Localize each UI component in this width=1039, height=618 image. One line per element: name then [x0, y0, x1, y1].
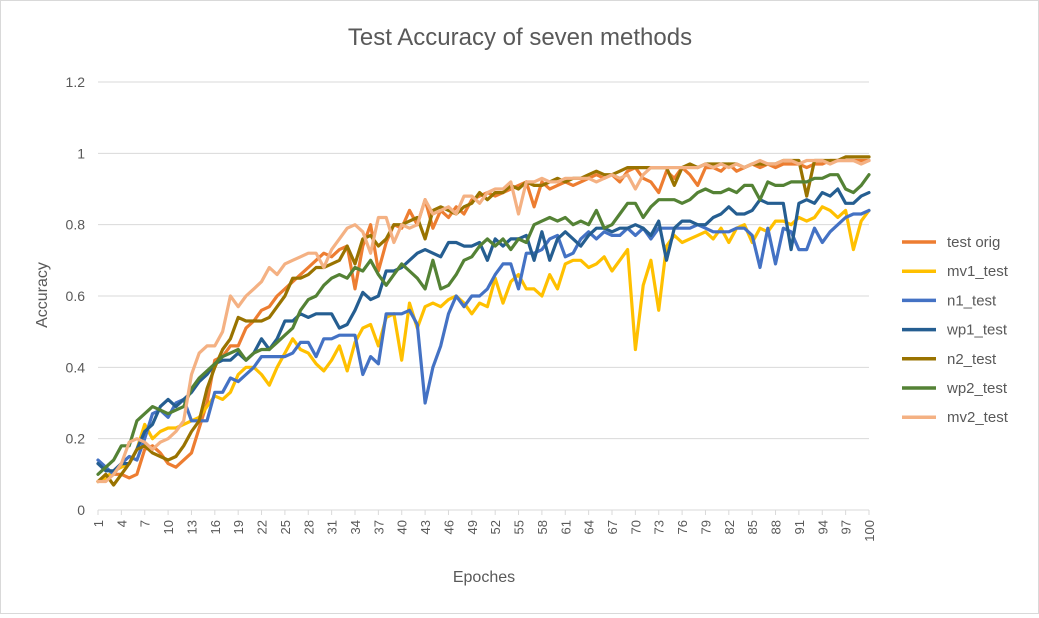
y-tick-label: 0.8: [66, 217, 86, 233]
y-axis-title: Accuracy: [34, 262, 51, 328]
x-tick-label: 25: [278, 520, 293, 534]
legend-label: n1_test: [947, 292, 997, 309]
series-lines: [96, 155, 871, 487]
x-tick-label: 64: [582, 520, 597, 534]
x-tick-label: 55: [512, 520, 527, 534]
chart-title: Test Accuracy of seven methods: [348, 24, 692, 51]
legend-label: test orig: [947, 234, 1000, 251]
series-line-wp2-test: [96, 173, 871, 476]
x-tick-label: 73: [652, 520, 667, 534]
y-tick-label: 0.4: [66, 359, 86, 375]
x-tick-label: 1: [91, 520, 106, 527]
legend: test orig mv1_test n1_test wp1_test n2_testw…: [902, 234, 1009, 426]
x-tick-label: 19: [231, 520, 246, 534]
x-tick-label: 61: [558, 520, 573, 534]
x-tick-label: 76: [675, 520, 690, 534]
x-axis-ticks: 1 4 7 10 13 16 19 22 25 28 31 34 37 40 43 46 49 52 55 58 61 6…: [91, 510, 877, 542]
x-tick-label: 10: [161, 520, 176, 534]
x-tick-label: 100: [862, 520, 877, 542]
x-tick-label: 49: [465, 520, 480, 534]
x-tick-label: 46: [441, 520, 456, 534]
y-tick-label: 0.2: [66, 431, 86, 447]
x-tick-label: 52: [488, 520, 503, 534]
x-tick-label: 79: [698, 520, 713, 534]
x-tick-label: 13: [184, 520, 199, 534]
x-tick-label: 40: [395, 520, 410, 534]
x-tick-label: 28: [301, 520, 316, 534]
x-axis-title: Epoches: [453, 569, 515, 586]
series-line-n1-test: [96, 208, 871, 476]
series-line-wp1-test: [96, 187, 871, 473]
x-tick-label: 16: [208, 520, 223, 534]
legend-label: wp2_test: [946, 380, 1008, 397]
y-tick-label: 0.6: [66, 288, 86, 304]
grid-lines: [98, 81, 869, 511]
legend-label: n2_test: [947, 351, 997, 368]
legend-label: mv1_test: [947, 263, 1009, 280]
y-tick-label: 1.2: [66, 74, 86, 90]
x-tick-label: 37: [371, 520, 386, 534]
x-tick-label: 94: [815, 520, 830, 534]
x-tick-label: 22: [255, 520, 270, 534]
x-tick-label: 82: [722, 520, 737, 534]
x-tick-label: 4: [114, 520, 129, 527]
x-tick-label: 97: [839, 520, 854, 534]
x-tick-label: 88: [769, 520, 784, 534]
series-line-mv1-test: [96, 205, 871, 484]
x-tick-label: 7: [138, 520, 153, 527]
y-axis-ticks: 0 0.2 0.4 0.6 0.8 1 1.2: [66, 74, 86, 518]
x-tick-label: 91: [792, 520, 807, 534]
legend-label: mv2_test: [947, 409, 1009, 426]
x-tick-label: 34: [348, 520, 363, 534]
x-tick-label: 85: [745, 520, 760, 534]
x-tick-label: 70: [628, 520, 643, 534]
y-tick-label: 0: [77, 502, 85, 518]
x-tick-label: 67: [605, 520, 620, 534]
series-line-mv2-test: [96, 158, 871, 484]
legend-label: wp1_test: [946, 322, 1008, 339]
y-tick-label: 1: [77, 145, 85, 161]
x-tick-label: 31: [325, 520, 340, 534]
x-tick-label: 43: [418, 520, 433, 534]
x-tick-label: 58: [535, 520, 550, 534]
